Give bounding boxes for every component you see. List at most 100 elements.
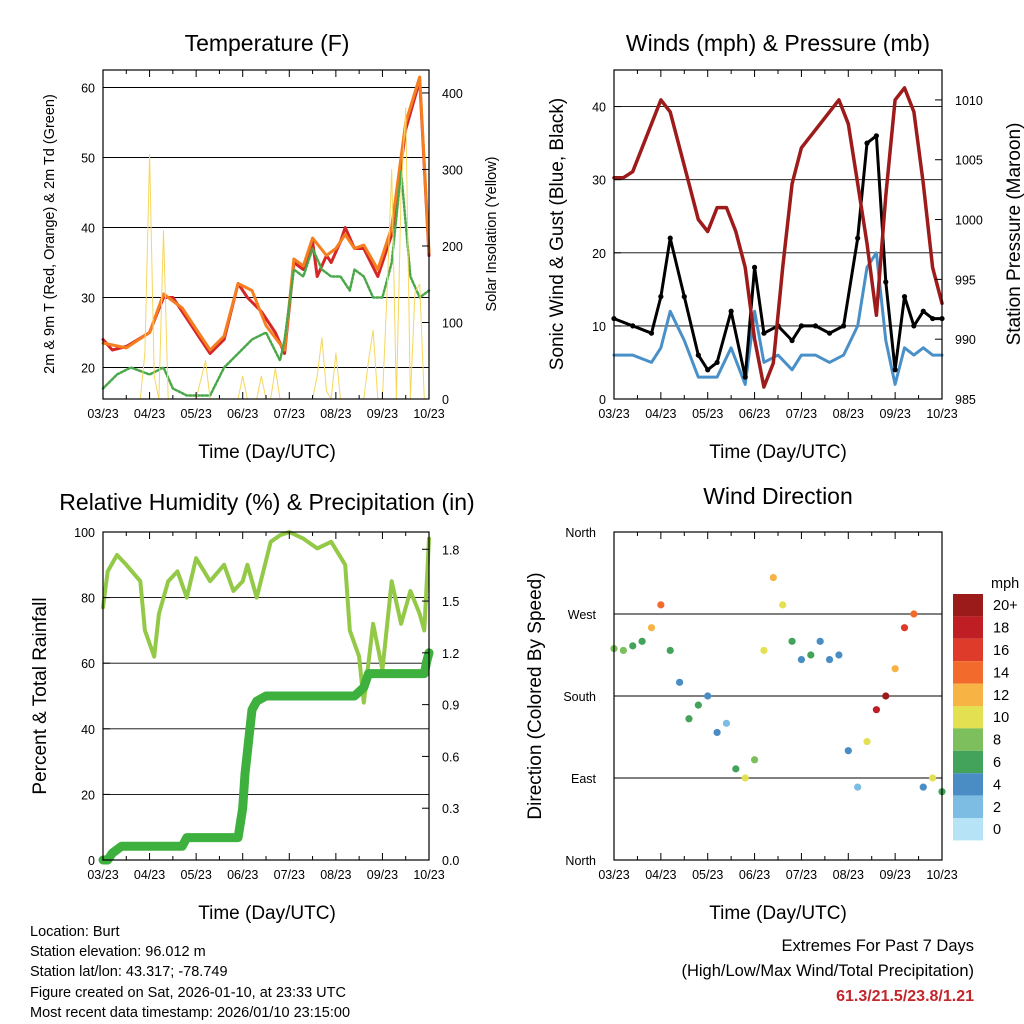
gust-point (630, 323, 636, 329)
humidity-ylabel: Percent & Total Rainfall (30, 597, 51, 794)
extremes-title: Extremes For Past 7 Days (781, 937, 974, 955)
gust-point (911, 323, 917, 329)
x-tick-label: 07/23 (786, 407, 817, 421)
wind-direction-point (779, 601, 787, 609)
y-tick-label: 0 (88, 854, 95, 868)
y-tick-label: 30 (592, 174, 606, 188)
x-tick-label: 07/23 (274, 407, 305, 421)
figure-created: Figure created on Sat, 2026-01-10, at 23… (30, 984, 346, 1001)
legend-swatch (953, 706, 983, 729)
x-tick-label: 10/23 (413, 868, 444, 882)
legend-label: 0 (993, 822, 1001, 838)
extremes-subtitle: (High/Low/Max Wind/Total Precipitation) (681, 962, 974, 980)
x-tick-label: 05/23 (692, 868, 723, 882)
x-tick-label: 03/23 (87, 868, 118, 882)
gust-point (798, 323, 805, 329)
x-tick-label: 04/23 (134, 868, 165, 882)
wind-direction-point (919, 783, 927, 791)
wind-direction-point (882, 692, 890, 700)
gust-point (826, 330, 833, 336)
y-tick-label: 50 (81, 152, 95, 166)
y-tick-label: 30 (81, 292, 95, 306)
y-tick-label: North (565, 854, 596, 868)
x-tick-label: 10/23 (413, 407, 444, 421)
x-tick-label: 09/23 (367, 407, 398, 421)
wind-direction-point (732, 765, 740, 773)
x-tick-label: 07/23 (786, 868, 817, 882)
series-line (101, 530, 431, 705)
x-tick-label: 09/23 (880, 407, 911, 421)
y-tick-label: 20 (81, 788, 95, 802)
wind-direction-point (900, 624, 909, 632)
temperature-frame (102, 69, 430, 400)
legend-label: 4 (993, 777, 1001, 793)
series-line (101, 170, 431, 397)
series-line (139, 107, 430, 400)
winds-xlabel: Time (Day/UTC) (709, 442, 847, 463)
x-tick-label: 09/23 (880, 868, 911, 882)
speed-legend: 20+ 18 16 14 12 10 8 6 4 2 0 (953, 594, 1018, 841)
y2-tick-label: 0.3 (442, 802, 459, 816)
gust-point (648, 330, 655, 336)
wind-direction-series (610, 573, 946, 796)
speed-legend-title: mph (991, 576, 1019, 592)
wind-direction-point (863, 737, 871, 746)
y2-tick-label: 300 (442, 163, 463, 177)
extremes-values: 61.3/21.5/23.8/1.21 (836, 988, 974, 1005)
station-elevation: Station elevation: 96.012 m (30, 944, 206, 961)
x-tick-label: 03/23 (87, 407, 118, 421)
wind-direction-point (741, 774, 749, 782)
legend-label: 14 (993, 665, 1009, 681)
legend-label: 6 (993, 755, 1001, 771)
wind-direction-point (619, 646, 627, 655)
legend-swatch (953, 818, 983, 841)
wind-direction-point (629, 642, 637, 650)
y-tick-label: 40 (81, 723, 95, 737)
wind-direction-point (666, 646, 674, 655)
wind-direction-grid (614, 613, 942, 779)
wind-direction-point (929, 774, 937, 782)
y2-tick-label: 1.2 (442, 647, 459, 661)
y2-tick-label: 995 (955, 273, 976, 287)
legend-swatch (953, 661, 983, 684)
legend-label: 10 (993, 710, 1009, 726)
x-tick-label: 08/23 (833, 868, 864, 882)
gust-point (812, 323, 819, 329)
x-tick-label: 08/23 (833, 407, 864, 421)
temperature-xlabel: Time (Day/UTC) (198, 442, 336, 463)
winds-title: Winds (mph) & Pressure (mb) (626, 30, 930, 56)
gust-point (695, 352, 701, 358)
wind-direction-point (676, 678, 684, 686)
y2-tick-label: 1.5 (442, 595, 459, 609)
y2-tick-label: 100 (442, 316, 463, 330)
recent-data-timestamp: Most recent data timestamp: 2026/01/10 2… (30, 1004, 351, 1021)
wind-direction-title: Wind Direction (703, 483, 853, 509)
wind-direction-point (694, 701, 702, 709)
x-tick-label: 04/23 (645, 407, 676, 421)
x-tick-label: 06/23 (739, 407, 770, 421)
gust-point (742, 374, 748, 380)
y-tick-label: North (565, 526, 596, 540)
y2-tick-label: 1010 (955, 94, 983, 108)
legend-label: 16 (993, 643, 1009, 659)
station-location: Location: Burt (30, 924, 120, 940)
wind-direction-point (891, 665, 899, 673)
y2-tick-label: 0.9 (442, 699, 459, 713)
wind-direction-point (704, 692, 712, 700)
gust-point (855, 235, 861, 241)
y-tick-label: East (571, 772, 597, 786)
x-tick-label: 06/23 (227, 868, 258, 882)
legend-label: 8 (993, 733, 1001, 749)
winds-y2label: Station Pressure (Maroon) (1004, 123, 1024, 346)
gust-point (728, 308, 734, 314)
wind-direction-point (807, 651, 815, 659)
x-tick-label: 06/23 (739, 868, 770, 882)
y-tick-label: 60 (81, 657, 95, 671)
y-tick-label: West (568, 608, 597, 622)
station-latlon: Station lat/lon: 43.317; -78.749 (30, 964, 228, 981)
wind-direction-point (797, 655, 806, 664)
x-tick-label: 04/23 (645, 868, 676, 882)
x-tick-label: 10/23 (926, 407, 957, 421)
gust-point (930, 315, 936, 322)
